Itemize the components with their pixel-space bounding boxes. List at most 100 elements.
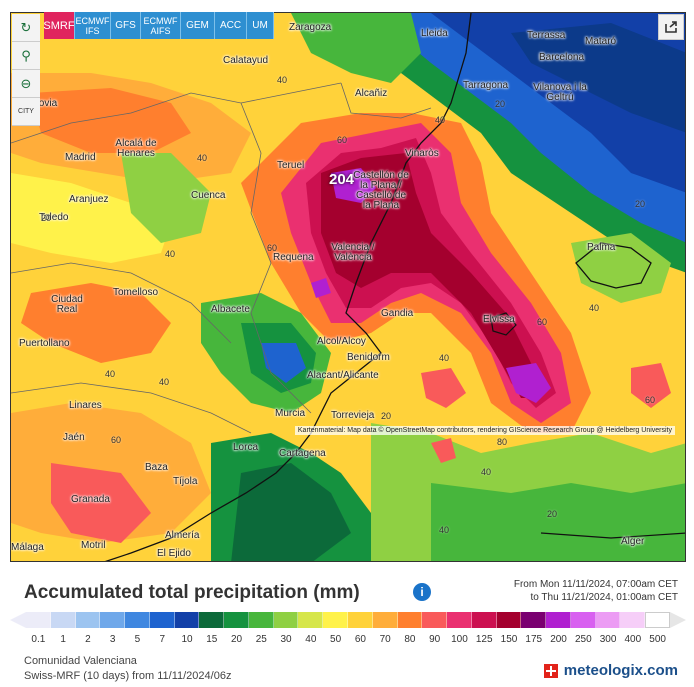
contour-label: 40 [165, 249, 176, 259]
map-attribution: Kartenmaterial: Map data © OpenStreetMap… [294, 426, 675, 435]
city-label: Requena [273, 252, 314, 263]
city-label: Alcañiz [355, 88, 388, 99]
contour-label: 40 [197, 153, 208, 163]
scale-color-cell [422, 612, 448, 628]
region-name: Comunidad Valenciana [24, 655, 137, 667]
city-toggle-button[interactable]: CITY [12, 98, 40, 126]
scale-color-cell [496, 612, 522, 628]
scale-color-cell [298, 612, 324, 628]
scale-tick-label: 0.1 [31, 634, 46, 645]
city-label: Baza [145, 462, 168, 473]
scale-color-cell [570, 612, 596, 628]
brand-logo[interactable]: meteologix.com [543, 662, 678, 679]
scale-tick-label: 125 [475, 634, 493, 645]
city-label: Lorca [233, 442, 259, 453]
scale-color-cell [471, 612, 497, 628]
scale-tick-label: 2 [85, 634, 91, 645]
map-toolbar: ↻ ⚲ ⊖ CITY [12, 14, 40, 126]
city-label: Terrassa [527, 30, 566, 41]
scale-tick-label: 70 [379, 634, 391, 645]
scale-color-cell [348, 612, 373, 628]
scale-color-cell [620, 612, 646, 628]
contour-label: 40 [105, 369, 116, 379]
contour-label: 60 [537, 317, 548, 327]
scale-tick-label: 7 [159, 634, 165, 645]
scale-color-cell [199, 612, 225, 628]
city-label: Castellón de la Plana / Castelló de la P… [353, 170, 409, 211]
city-label: Motril [81, 540, 106, 551]
city-label: Murcia [275, 408, 306, 419]
contour-label: 40 [481, 467, 492, 477]
city-label: Benidorm [347, 352, 390, 363]
scale-tick-label: 200 [550, 634, 567, 645]
scale-tick-label: 175 [525, 634, 543, 645]
scale-color-cell [397, 612, 423, 628]
scale-color-cell [521, 612, 547, 628]
scale-tick-label: 100 [451, 634, 468, 645]
scale-color-cell [248, 612, 274, 628]
scale-tick-label: 500 [649, 634, 666, 645]
model-button-gfs[interactable]: GFS [111, 12, 141, 39]
city-label: Tomelloso [113, 287, 159, 298]
model-button-gem[interactable]: GEM [181, 12, 215, 39]
precipitation-map[interactable]: 204 Zaragoza Lleida Terrassa Mataró Barc… [10, 12, 686, 562]
contour-label: 60 [111, 435, 122, 445]
scale-tick-label: 15 [206, 634, 218, 645]
contour-label: 20 [547, 509, 558, 519]
share-button[interactable] [658, 14, 684, 40]
city-label: Cartagena [279, 448, 326, 459]
legend-title: Accumulated total precipitation (mm) [24, 582, 360, 603]
scale-tick-label: 80 [404, 634, 416, 645]
max-value-label: 204 [329, 171, 355, 188]
city-label: El Ejido [157, 548, 191, 559]
scale-tick-label: 60 [354, 634, 366, 645]
scale-right-arrow [670, 612, 686, 628]
contour-label: 40 [159, 377, 170, 387]
scale-color-cell [224, 612, 249, 628]
scale-tick-label: 5 [134, 634, 141, 645]
forecast-period: From Mon 11/11/2024, 07:00am CET to Thu … [514, 578, 678, 604]
model-run-info: Swiss-MRF (10 days) from 11/11/2024/06z [24, 670, 232, 682]
zoom-out-icon[interactable]: ⊖ [12, 70, 40, 98]
model-button-um[interactable]: UM [247, 12, 274, 39]
period-from: From Mon 11/11/2024, 07:00am CET [513, 579, 678, 590]
model-button-ecmwf-aifs[interactable]: ECMWF AIFS [141, 12, 181, 39]
city-label: Mataró [585, 36, 617, 47]
scale-color-cell [645, 612, 670, 628]
brand-name: meteologix.com [563, 662, 678, 679]
city-label: Lleida [421, 28, 448, 39]
contour-label: 20 [635, 199, 646, 209]
city-label: Alger [621, 536, 645, 547]
city-label: Valencia / València [331, 242, 375, 263]
scale-color-cell [26, 612, 51, 628]
period-to: to Thu 11/21/2024, 01:00am CET [530, 592, 678, 603]
model-button-acc[interactable]: ACC [215, 12, 247, 39]
contour-label: 40 [589, 303, 600, 313]
city-label: Alcol/Alcoy [317, 336, 366, 347]
refresh-icon[interactable]: ↻ [12, 14, 40, 42]
contour-label: 40 [439, 525, 450, 535]
scale-tick-label: 20 [230, 634, 243, 645]
scale-color-cell [174, 612, 200, 628]
contour-label: 20 [381, 411, 392, 421]
swiss-flag-icon [543, 663, 558, 678]
info-icon[interactable]: i [413, 583, 431, 601]
city-label: Linares [69, 400, 102, 411]
contour-label: 80 [497, 437, 508, 447]
city-label: Vinaròs [405, 148, 439, 159]
city-label: Granada [71, 494, 110, 505]
city-label: Ciudad Real [51, 294, 83, 315]
scale-color-cell [75, 612, 101, 628]
model-button-smrf[interactable]: SMRF [43, 12, 75, 39]
model-button-ecmwf-ifs[interactable]: ECMWF IFS [75, 12, 111, 39]
share-icon [665, 21, 677, 33]
scale-color-cell [595, 612, 621, 628]
city-label: Cuenca [191, 190, 226, 201]
scale-tick-label: 10 [181, 634, 193, 645]
contour-label: 60 [645, 395, 656, 405]
scale-color-cell [546, 612, 571, 628]
location-pin-icon[interactable]: ⚲ [12, 42, 40, 70]
city-label: Elvissa [483, 314, 515, 325]
scale-tick-label: 250 [574, 634, 592, 645]
scale-tick-label: 150 [500, 634, 518, 645]
